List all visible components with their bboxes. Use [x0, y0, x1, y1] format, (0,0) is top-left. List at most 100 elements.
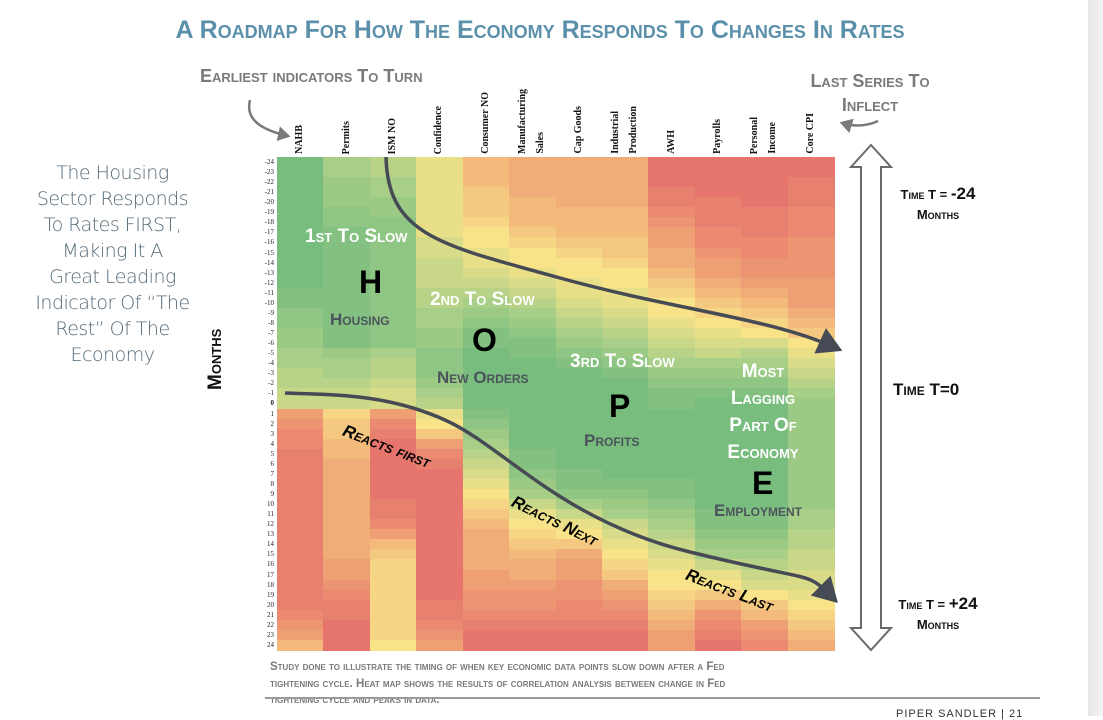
heatmap-cell [787, 378, 835, 389]
heatmap-cell [323, 468, 371, 480]
row-label: -12 [264, 278, 274, 287]
most-lagging-line: Economy [727, 442, 799, 463]
heatmap-cell [369, 509, 417, 520]
heatmap-cell [741, 569, 789, 581]
heatmap-cell [741, 489, 789, 500]
heatmap-cell [416, 307, 464, 319]
heatmap-cell [601, 187, 649, 198]
heatmap-cell [416, 499, 464, 510]
heatmap-cell [416, 187, 464, 198]
heatmap-cell [369, 589, 417, 601]
heatmap-cell [601, 197, 649, 208]
heatmap-cell [787, 539, 835, 550]
row-label: -6 [268, 339, 274, 348]
heatmap-cell [323, 629, 371, 641]
heatmap-cell [787, 549, 835, 561]
heatmap-cell [555, 267, 603, 279]
heatmap-cell [369, 257, 417, 269]
row-label: -5 [268, 349, 274, 358]
heatmap-cell [416, 619, 464, 631]
heatmap-cell [787, 307, 835, 319]
heatmap-cell [369, 539, 417, 550]
heatmap-cell [741, 167, 789, 178]
heatmap-cell [323, 277, 371, 289]
heatmap-cell [277, 317, 325, 329]
heatmap-cell [741, 629, 789, 641]
heatmap-cell [601, 438, 649, 450]
row-label: 3 [270, 429, 275, 438]
heatmap-cell [648, 569, 696, 581]
heatmap-cell [277, 338, 325, 349]
heatmap-cell [694, 287, 742, 299]
heatmap-cell [601, 428, 649, 440]
heatmap-cell [369, 559, 417, 571]
heatmap-cell [323, 217, 371, 229]
heatmap-cell [787, 468, 835, 480]
heatmap-cell [601, 388, 649, 400]
heatmap-cell [694, 338, 742, 349]
heatmap-cell [277, 398, 325, 410]
heatmap-cell [648, 489, 696, 500]
heatmap-cell [369, 609, 417, 621]
heatmap-cell [509, 408, 557, 420]
heatmap-cell [787, 398, 835, 410]
heatmap-cell [787, 609, 835, 621]
heatmap-cell [277, 257, 325, 269]
heatmap-cell [323, 267, 371, 279]
heatmap-cell [509, 549, 557, 561]
heatmap-cell [277, 267, 325, 279]
heatmap-cell [277, 378, 325, 389]
heatmap-cell [462, 177, 510, 188]
heatmap-cell [555, 217, 603, 229]
note-line: Sector Responds [36, 188, 189, 210]
row-label: -18 [264, 218, 274, 227]
heatmap-cell [601, 599, 649, 611]
heatmap-cell [601, 227, 649, 239]
heatmap-cell [648, 378, 696, 389]
heatmap-cell [509, 217, 557, 229]
heatmap-cell [741, 408, 789, 420]
heatmap-cell [509, 539, 557, 550]
heatmap-cell [741, 348, 789, 359]
heatmap-cell [369, 207, 417, 218]
heatmap-cell [509, 639, 557, 651]
most-lagging-line: Most [741, 361, 785, 382]
row-label: -9 [268, 308, 274, 317]
heatmap-cell [787, 529, 835, 540]
heatmap-cell [555, 418, 603, 430]
heatmap-cell [462, 197, 510, 208]
heatmap-cell [601, 398, 649, 410]
heatmap-cell [416, 257, 464, 269]
heatmap-cell [694, 257, 742, 269]
heatmap-cell [277, 438, 325, 450]
heatmap-cell [323, 609, 371, 621]
heatmap-cell [416, 328, 464, 339]
heatmap-cell [509, 519, 557, 530]
heatmap-cell [555, 428, 603, 440]
heatmap-cell [741, 368, 789, 379]
heatmap-cell [601, 589, 649, 601]
heatmap-cell [648, 438, 696, 450]
heatmap-cell [416, 338, 464, 349]
heatmap-cell [694, 629, 742, 641]
heatmap-cell [369, 348, 417, 359]
heatmap-cell [787, 448, 835, 460]
heatmap-cell [277, 529, 325, 540]
row-label: 22 [267, 620, 274, 629]
heatmap-cell [555, 529, 603, 540]
heatmap-cell [555, 489, 603, 500]
heatmap-cell [555, 468, 603, 480]
heatmap-cell [416, 458, 464, 470]
heatmap-cell [555, 499, 603, 510]
letter-e: E [752, 465, 774, 501]
heatmap-cell [369, 388, 417, 400]
heatmap-cell [369, 549, 417, 561]
heatmap-cell [555, 287, 603, 299]
heatmap-cell [509, 579, 557, 591]
heatmap-cell [369, 378, 417, 389]
heatmap-cell [509, 458, 557, 470]
heatmap-cell [416, 317, 464, 329]
heatmap-cell [601, 307, 649, 319]
heatmap-cell [323, 398, 371, 410]
heatmap-cell [648, 468, 696, 480]
